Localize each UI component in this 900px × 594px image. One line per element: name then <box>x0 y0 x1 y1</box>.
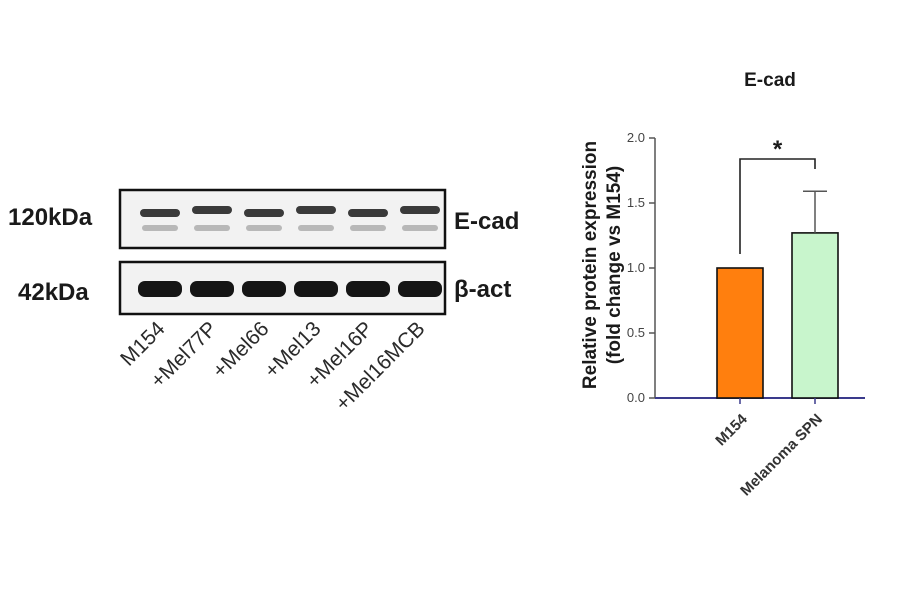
ecad-lower-band <box>402 225 438 231</box>
actin-band <box>346 281 390 297</box>
ecad-band <box>348 209 388 217</box>
bar-chart: E-cad Relative protein expression (fold … <box>580 70 865 500</box>
significance-marker: * <box>773 136 783 163</box>
ecad-band <box>192 206 232 214</box>
ecad-lower-band <box>194 225 230 231</box>
actin-band <box>138 281 182 297</box>
bar-melanoma-spn <box>791 232 839 399</box>
blot-protein-label-bactin: β-act <box>454 276 511 303</box>
ecad-band <box>244 209 284 217</box>
ecad-lower-band <box>246 225 282 231</box>
y-tick-label: 1.0 <box>627 260 645 275</box>
ecad-lower-band <box>350 225 386 231</box>
bar-m154 <box>716 267 764 399</box>
actin-band <box>294 281 338 297</box>
actin-band <box>242 281 286 297</box>
y-tick-label: 2.0 <box>627 130 645 145</box>
ecad-lower-band <box>142 225 178 231</box>
y-axis-label-line1: Relative protein expression <box>580 141 601 389</box>
chart-title: E-cad <box>744 70 796 91</box>
western-blot-panel: 120kDa E-cad 42kDa β-act M154+Mel77P+Mel… <box>8 188 519 416</box>
blot-size-label-42kda: 42kDa <box>18 279 89 306</box>
lane-label: +Mel66 <box>208 317 273 382</box>
blot-strip-ecad <box>118 188 447 250</box>
significance-bracket <box>739 158 816 254</box>
y-axis-label-line2: (fold change vs M154) <box>604 166 625 365</box>
actin-band <box>190 281 234 297</box>
actin-band <box>398 281 442 297</box>
blot-protein-label-ecad: E-cad <box>454 208 519 235</box>
x-tick-label: M154 <box>712 410 751 449</box>
y-tick-label: 0.0 <box>627 390 645 405</box>
blot-strip-bactin <box>118 260 447 316</box>
ecad-band <box>296 206 336 214</box>
blot-size-label-120kda: 120kDa <box>8 204 93 231</box>
ecad-lower-band <box>298 225 334 231</box>
lane-labels: M154+Mel77P+Mel66+Mel13+Mel16P+Mel16MCB <box>116 317 429 416</box>
y-tick-label: 0.5 <box>627 325 645 340</box>
ecad-band <box>400 206 440 214</box>
y-tick-label: 1.5 <box>627 195 645 210</box>
ecad-band <box>140 209 180 217</box>
x-tick-label: Melanoma SPN <box>737 411 826 500</box>
